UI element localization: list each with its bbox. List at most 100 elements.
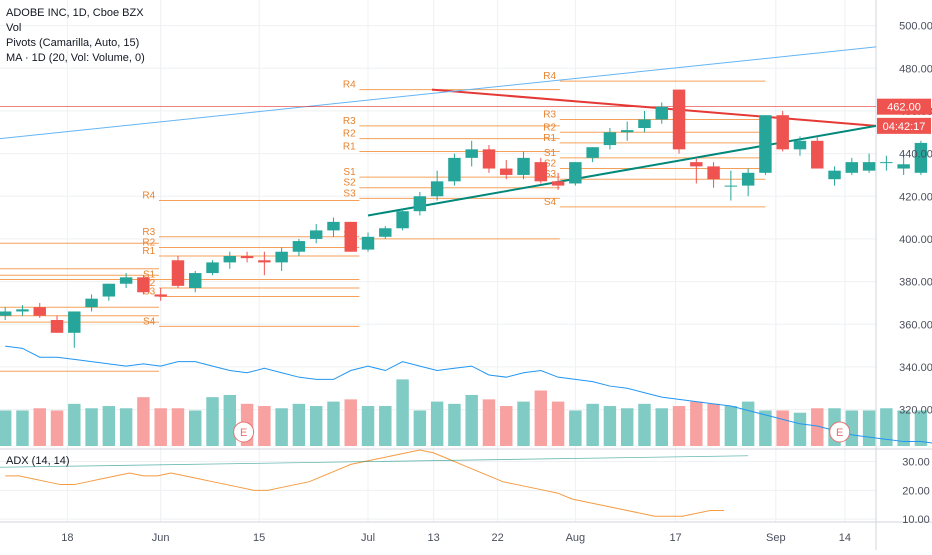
candle bbox=[85, 294, 97, 311]
candle bbox=[51, 316, 63, 333]
pivot-label: R3 bbox=[543, 109, 556, 120]
time-tick-label: Jul bbox=[361, 532, 375, 544]
pivot-label: S3 bbox=[343, 188, 356, 199]
volume-bar bbox=[414, 410, 426, 446]
candle-body bbox=[51, 320, 63, 333]
legend-title[interactable]: ADOBE INC, 1D, Cboe BZX bbox=[6, 6, 145, 21]
candle-body bbox=[362, 237, 374, 250]
candle-body bbox=[880, 162, 892, 163]
candle-body bbox=[396, 211, 408, 228]
trendline-resistance bbox=[432, 90, 876, 126]
candle-body bbox=[154, 294, 166, 296]
volume-bar bbox=[172, 408, 184, 446]
candle bbox=[154, 288, 166, 301]
volume-bar bbox=[34, 408, 46, 446]
adx-legend[interactable]: ADX (14, 14) bbox=[6, 455, 70, 467]
volume-bar bbox=[345, 399, 357, 446]
legend-vol[interactable]: Vol bbox=[6, 21, 145, 36]
candle-body bbox=[293, 241, 305, 252]
candle-body bbox=[794, 141, 806, 150]
volume-bar bbox=[604, 406, 616, 446]
candle-body bbox=[414, 196, 426, 211]
candle bbox=[656, 102, 668, 123]
candle-body bbox=[552, 181, 564, 185]
time-tick-label: 18 bbox=[61, 532, 73, 544]
candle-body bbox=[500, 169, 512, 175]
legend-pivots[interactable]: Pivots (Camarilla, Auto, 15) bbox=[6, 36, 145, 51]
candle-body bbox=[103, 284, 115, 297]
pivot-label: S1 bbox=[544, 148, 557, 159]
adx-tick-label: 30.00 bbox=[902, 457, 930, 469]
pivot-label: R4 bbox=[343, 80, 356, 91]
candle-body bbox=[690, 162, 702, 166]
candle-body bbox=[846, 162, 858, 173]
volume-bar bbox=[120, 408, 132, 446]
volume-bar bbox=[16, 410, 28, 446]
candle-body bbox=[517, 158, 529, 175]
volume-bar bbox=[0, 410, 11, 446]
volume-bar bbox=[68, 404, 80, 446]
volume-bar bbox=[725, 406, 737, 446]
pivot-label: R3 bbox=[343, 116, 356, 127]
volume-bar bbox=[586, 404, 598, 446]
candle bbox=[327, 218, 339, 237]
price-tick-label: 480.00 bbox=[899, 63, 932, 75]
earnings-marker: E bbox=[830, 422, 850, 442]
time-tick-label: 14 bbox=[839, 532, 851, 544]
time-tick-label: 15 bbox=[253, 532, 265, 544]
time-tick-label: Sep bbox=[766, 532, 786, 544]
volume-bar bbox=[275, 408, 287, 446]
candle-body bbox=[275, 252, 287, 263]
candle-body bbox=[621, 130, 633, 132]
candle-body bbox=[759, 115, 771, 173]
volume-bar bbox=[293, 404, 305, 446]
candle-body bbox=[120, 277, 132, 283]
candle-body bbox=[258, 260, 270, 262]
candle bbox=[448, 154, 460, 186]
pivot-levels: R4R3R2R1S1S2S3S4R4R3R2R1S1S2S3S4R4R3R2R1… bbox=[0, 71, 765, 371]
pivot-label: S2 bbox=[343, 178, 356, 189]
candle-body bbox=[68, 311, 80, 332]
candle bbox=[396, 209, 408, 230]
candle bbox=[258, 252, 270, 275]
countdown-label: 04:42:17 bbox=[883, 121, 926, 133]
pivot-label: R3 bbox=[142, 227, 155, 238]
candle bbox=[16, 305, 28, 316]
volume-bar bbox=[189, 410, 201, 446]
candle bbox=[776, 111, 788, 152]
candle bbox=[811, 137, 823, 169]
price-tick-label: 420.00 bbox=[899, 191, 932, 203]
candle-body bbox=[776, 115, 788, 149]
candle bbox=[206, 260, 218, 275]
candle-body bbox=[465, 149, 477, 158]
candle-body bbox=[345, 222, 357, 252]
candle-body bbox=[604, 132, 616, 145]
candle bbox=[172, 256, 184, 288]
candle bbox=[0, 307, 11, 320]
candle bbox=[638, 111, 650, 132]
volume-bar bbox=[673, 406, 685, 446]
volume-bar bbox=[51, 410, 63, 446]
price-tick-label: 440.00 bbox=[899, 149, 932, 161]
volume-bar bbox=[483, 399, 495, 446]
volume-bar bbox=[310, 406, 322, 446]
candle bbox=[241, 252, 253, 263]
candle bbox=[673, 90, 685, 154]
candle bbox=[362, 233, 374, 252]
time-tick-label: 13 bbox=[428, 532, 440, 544]
candle bbox=[345, 222, 357, 252]
pivot-label: S1 bbox=[343, 167, 356, 178]
volume-bar bbox=[379, 406, 391, 446]
pivot-label: R2 bbox=[543, 122, 556, 133]
candle-body bbox=[85, 299, 97, 308]
candle-body bbox=[673, 90, 685, 150]
candle bbox=[293, 239, 305, 256]
volume-bar bbox=[258, 406, 270, 446]
candle-body bbox=[742, 173, 754, 186]
pivot-label: R2 bbox=[343, 129, 356, 140]
candle-body bbox=[16, 309, 28, 311]
legend-ma[interactable]: MA · 1D (20, Vol: Volume, 0) bbox=[6, 51, 145, 66]
candle-body bbox=[0, 311, 11, 315]
candle bbox=[379, 226, 391, 239]
